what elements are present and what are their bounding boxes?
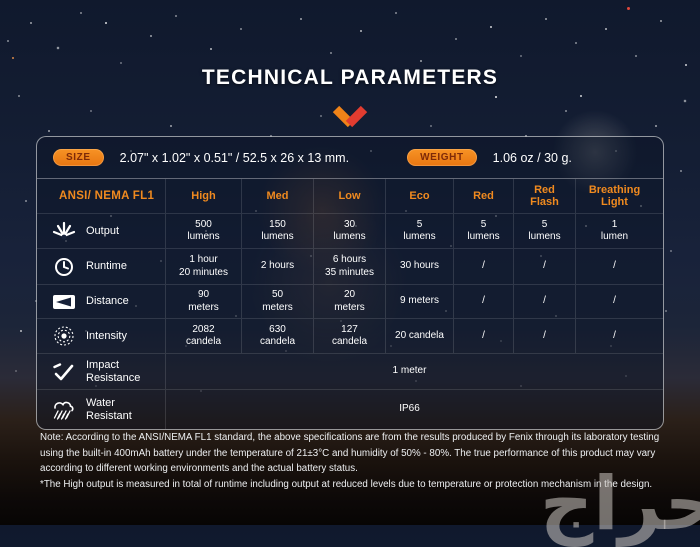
size-value: 2.07" x 1.02" x 0.51" / 52.5 x 26 x 13 m… (119, 150, 350, 165)
table-cell: 5 lumens (385, 214, 453, 248)
table-row-impact-resistance: Impact Resistance 1 meter (37, 354, 663, 390)
weight-badge: WEIGHT (407, 149, 477, 166)
starfield-bright (0, 0, 2, 2)
table-cell-span: 1 meter (165, 354, 653, 389)
table-row-distance: Distance 90 meters 50 meters 20 meters 9… (37, 285, 663, 319)
intensity-target-icon (51, 324, 77, 348)
table-cell: / (453, 319, 513, 353)
table-cell: / (513, 319, 575, 353)
table-cell: 127 candela (313, 319, 385, 353)
table-cell: 9 meters (385, 285, 453, 318)
row-label-text: Runtime (86, 260, 127, 273)
size-badge: SIZE (53, 149, 104, 166)
row-label-text: Water Resistant (86, 397, 132, 422)
table-cell: 5 lumens (453, 214, 513, 248)
table-cell: 500 lumens (165, 214, 241, 248)
table-cell: / (453, 249, 513, 284)
brand-chevron-icon (332, 105, 368, 128)
column-header-breathing-light: Breathing Light (575, 179, 653, 213)
starfield (0, 0, 2, 2)
table-cell: 30 hours (385, 249, 453, 284)
table-cell: 50 meters (241, 285, 313, 318)
red-star-dot (627, 7, 630, 10)
row-label-output: Output (47, 214, 165, 248)
row-label-text: Output (86, 224, 120, 237)
table-header-row: ANSI/ NEMA FL1 High Med Low Eco Red Red … (37, 179, 663, 214)
table-cell: 20 meters (313, 285, 385, 318)
table-corner-label: ANSI/ NEMA FL1 (59, 190, 155, 202)
column-header-red-flash: Red Flash (513, 179, 575, 213)
table-row-runtime: Runtime 1 hour 20 minutes 2 hours 6 hour… (37, 249, 663, 285)
orange-star-dot (12, 57, 14, 59)
impact-check-icon (51, 360, 77, 384)
rain-cloud-icon (51, 398, 77, 422)
table-cell: 20 candela (385, 319, 453, 353)
size-weight-row: SIZE 2.07" x 1.02" x 0.51" / 52.5 x 26 x… (37, 137, 663, 179)
column-header-red: Red (453, 179, 513, 213)
table-cell: 6 hours 35 minutes (313, 249, 385, 284)
beam-distance-icon (51, 290, 77, 314)
row-label-water-resistant: Water Resistant (47, 390, 165, 429)
table-cell: 150 lumens (241, 214, 313, 248)
sun-rays-icon (51, 219, 77, 243)
column-header-low: Low (313, 179, 385, 213)
table-row-intensity: Intensity 2082 candela 630 candela 127 c… (37, 319, 663, 354)
footnote-block: Note: According to the ANSI/NEMA FL1 sta… (40, 430, 662, 492)
column-header-med: Med (241, 179, 313, 213)
row-label-text: Impact Resistance (86, 359, 141, 384)
table-cell: 30 lumens (313, 214, 385, 248)
table-cell: 1 hour 20 minutes (165, 249, 241, 284)
row-label-impact-resistance: Impact Resistance (47, 354, 165, 389)
column-header-high: High (165, 179, 241, 213)
haraj-watermark: حراج (539, 461, 700, 547)
table-row-output: Output 500 lumens 150 lumens 30 lumens 5… (37, 214, 663, 249)
table-cell: 630 candela (241, 319, 313, 353)
row-label-runtime: Runtime (47, 249, 165, 284)
table-row-water-resistant: Water Resistant IP66 (37, 390, 663, 429)
table-cell: / (575, 285, 653, 318)
table-cell: 1 lumen (575, 214, 653, 248)
row-label-text: Intensity (86, 329, 127, 342)
weight-value: 1.06 oz / 30 g. (492, 150, 572, 165)
spec-panel: SIZE 2.07" x 1.02" x 0.51" / 52.5 x 26 x… (36, 136, 664, 430)
row-label-text: Distance (86, 295, 129, 308)
column-header-eco: Eco (385, 179, 453, 213)
row-label-intensity: Intensity (47, 319, 165, 353)
table-cell: / (575, 319, 653, 353)
table-cell: 90 meters (165, 285, 241, 318)
table-cell: 2 hours (241, 249, 313, 284)
page-title: TECHNICAL PARAMETERS (201, 66, 499, 89)
table-cell: / (513, 285, 575, 318)
table-cell: / (575, 249, 653, 284)
table-cell-span: IP66 (165, 390, 653, 429)
table-cell: / (513, 249, 575, 284)
table-cell: 5 lumens (513, 214, 575, 248)
note-footnote: *The High output is measured in total of… (40, 478, 653, 490)
table-cell: / (453, 285, 513, 318)
table-cell: 2082 candela (165, 319, 241, 353)
clock-icon (51, 255, 77, 279)
row-label-distance: Distance (47, 285, 165, 318)
note-body: Note: According to the ANSI/NEMA FL1 sta… (40, 432, 660, 475)
